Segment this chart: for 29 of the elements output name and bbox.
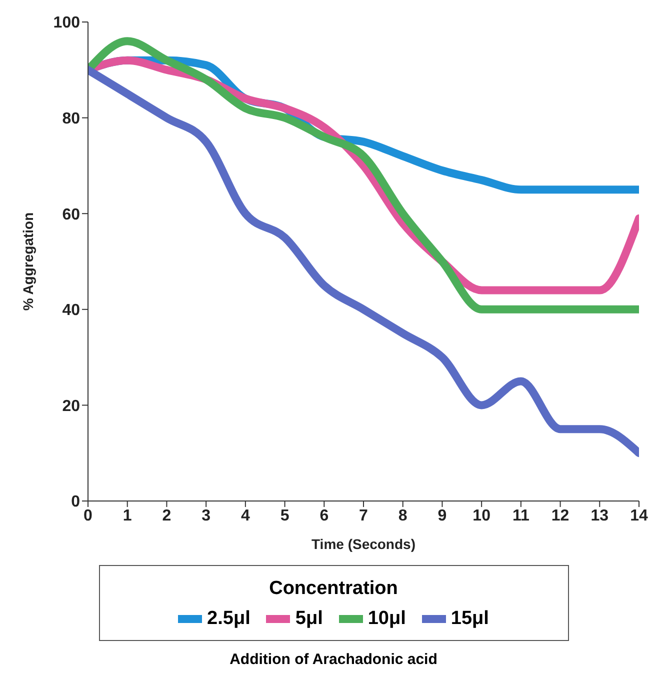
x-tick-label: 2 (162, 507, 172, 524)
y-tick-label: 60 (62, 206, 80, 224)
legend-label: 10μl (366, 608, 406, 630)
x-tick-label: 6 (320, 507, 329, 524)
x-tick-label: 5 (280, 507, 290, 524)
legend-label: 2.5μl (206, 608, 250, 630)
legend-title: Concentration (268, 578, 399, 600)
x-tick-label: 10 (472, 507, 491, 524)
x-axis-title: Time (Seconds) (312, 536, 416, 552)
y-axis-title: % Aggregation (20, 212, 36, 311)
x-tick-label: 11 (512, 507, 530, 524)
x-tick-label: 1 (122, 507, 132, 524)
y-tick-label: 80 (62, 110, 80, 128)
y-tick-label: 0 (71, 494, 80, 511)
legend-label: 5μl (294, 608, 323, 630)
x-tick-label: 7 (359, 507, 368, 524)
x-tick-label: 8 (398, 507, 408, 524)
x-tick-label: 9 (438, 507, 447, 524)
x-tick-label: 14 (630, 507, 648, 524)
x-tick-label: 4 (240, 507, 250, 524)
legend-label: 15μl (450, 608, 489, 630)
x-tick-label: 12 (551, 507, 570, 524)
y-tick-label: 20 (62, 398, 80, 415)
y-tick-label: 100 (53, 14, 80, 32)
x-tick-label: 0 (84, 507, 93, 524)
x-tick-label: 3 (202, 507, 211, 524)
x-tick-label: 13 (590, 507, 609, 524)
y-tick-label: 40 (62, 302, 80, 320)
text: Addition of Arachadonic acid (230, 651, 438, 668)
